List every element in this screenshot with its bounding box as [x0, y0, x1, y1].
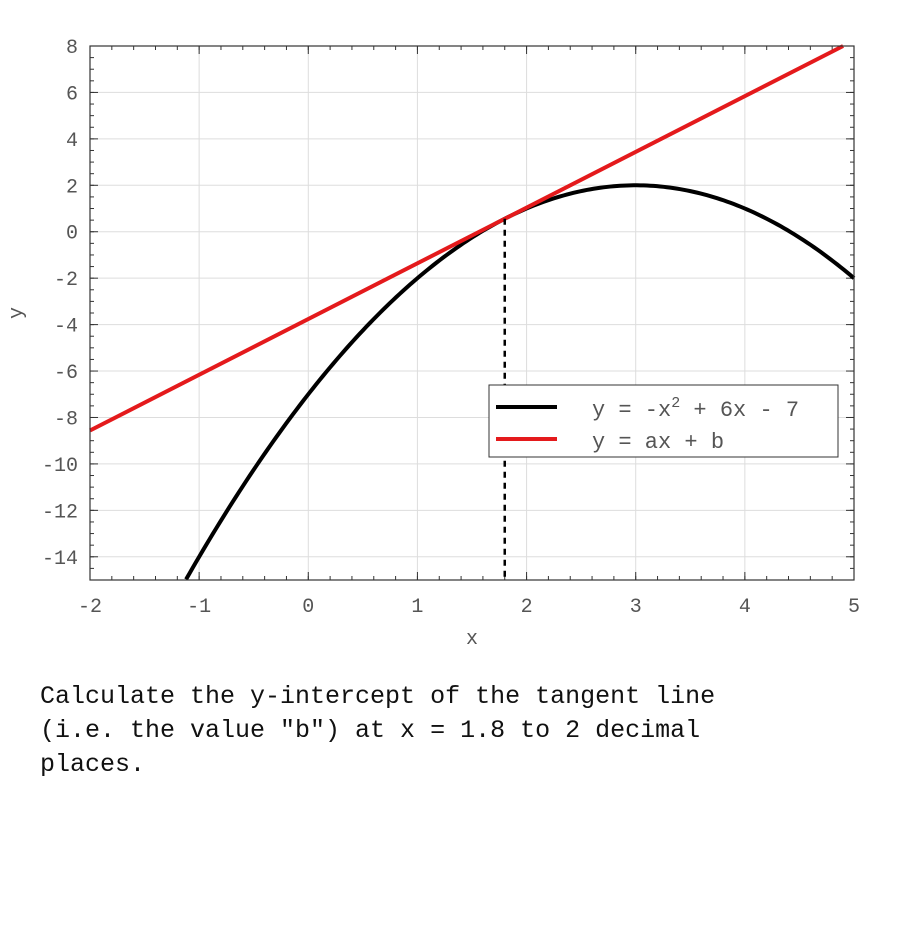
y-tick-label: -10 [42, 455, 78, 478]
y-tick-label: 6 [66, 83, 78, 106]
y-axis-label: y [6, 307, 29, 319]
x-tick-label: 0 [302, 596, 314, 619]
x-tick-label: 2 [521, 596, 533, 619]
grid [89, 45, 855, 580]
plot-frame [89, 45, 855, 581]
x-tick-label: 3 [630, 596, 642, 619]
tangent-line [89, 44, 844, 433]
minor-ticks [89, 45, 855, 581]
legend: y = -x2 + 6x - 7 y = ax + b [488, 384, 839, 458]
y-tick-label: 8 [66, 37, 78, 60]
axes [89, 45, 855, 581]
y-tick-label: -8 [54, 408, 78, 431]
x-tick-label: -2 [78, 596, 102, 619]
x-tick-label: 4 [739, 596, 751, 619]
y-tick-label: -4 [54, 316, 78, 339]
x-tick-label: 1 [411, 596, 423, 619]
x-tick-label: -1 [187, 596, 211, 619]
x-axis-label: x [466, 628, 478, 651]
legend-box [488, 384, 839, 458]
legend-label: y = -x2 + 6x - 7 [592, 395, 799, 423]
y-tick-label: 0 [66, 223, 78, 246]
y-tick-label: -6 [54, 362, 78, 385]
y-tick-label: -2 [54, 269, 78, 292]
y-tick-label: -14 [42, 548, 78, 571]
y-tick-label: 2 [66, 176, 78, 199]
legend-label: y = ax + b [592, 430, 724, 455]
x-tick-label: 5 [848, 596, 860, 619]
question-text: Calculate the y-intercept of the tangent… [40, 682, 716, 779]
parabola-curve [184, 183, 856, 581]
series [89, 44, 856, 581]
y-tick-label: 4 [66, 130, 78, 153]
y-tick-label: -12 [42, 501, 78, 524]
